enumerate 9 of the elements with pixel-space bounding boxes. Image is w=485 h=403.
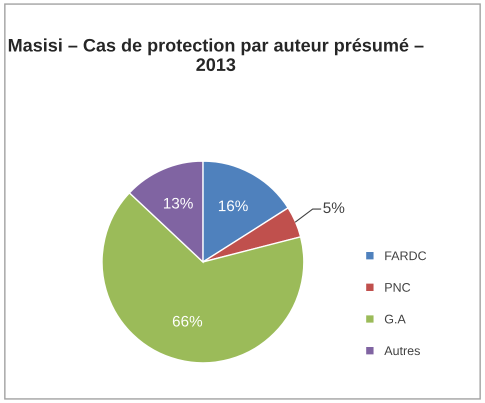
chart-title: Masisi – Cas de protection par auteur présumé – 2013 <box>8 38 424 72</box>
legend-label: G.A <box>384 314 406 324</box>
data-label: 5% <box>323 202 344 214</box>
legend-label: Autres <box>384 346 420 356</box>
legend-label: PNC <box>385 282 410 292</box>
data-label: 16% <box>218 200 248 212</box>
legend-label: FARDC <box>385 251 426 260</box>
data-label: 13% <box>164 198 193 209</box>
data-label: 66% <box>172 316 202 327</box>
